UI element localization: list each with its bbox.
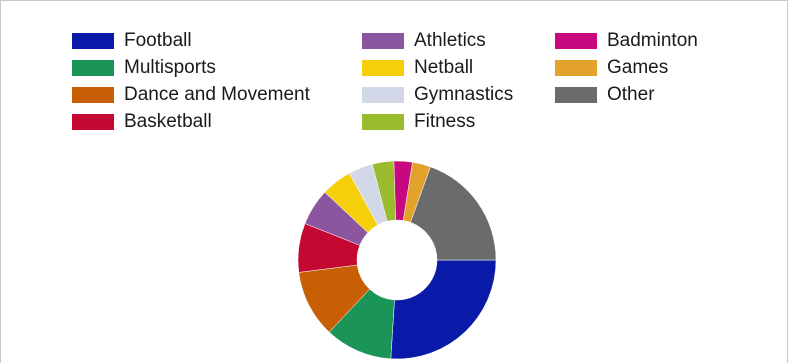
legend-label: Basketball <box>124 111 212 132</box>
legend-swatch <box>72 114 114 130</box>
legend-label: Badminton <box>607 30 698 51</box>
legend-swatch <box>362 114 404 130</box>
legend-item-athletics: Athletics <box>362 30 486 52</box>
legend-swatch <box>555 33 597 49</box>
legend-swatch <box>72 60 114 76</box>
legend-label: Gymnastics <box>414 84 514 105</box>
legend-item-gymnastics: Gymnastics <box>362 84 513 106</box>
legend-swatch <box>362 33 404 49</box>
legend-swatch <box>72 33 114 49</box>
legend-item-other: Other <box>555 84 655 106</box>
legend-item-netball: Netball <box>362 57 473 79</box>
legend-item-fitness: Fitness <box>362 111 475 133</box>
legend-label: Dance and Movement <box>124 84 310 105</box>
legend-label: Athletics <box>414 30 486 51</box>
slice-other <box>410 166 497 261</box>
legend-label: Multisports <box>124 57 216 78</box>
legend-label: Football <box>124 30 192 51</box>
legend-swatch <box>362 60 404 76</box>
legend-item-basketball: Basketball <box>72 111 212 133</box>
legend-item-football: Football <box>72 30 192 52</box>
legend-label: Games <box>607 57 669 78</box>
slice-football <box>390 259 497 360</box>
legend-swatch <box>555 87 597 103</box>
legend-item-badminton: Badminton <box>555 30 698 52</box>
legend-swatch <box>555 60 597 76</box>
legend-label: Fitness <box>414 111 476 132</box>
legend-item-dance-and-movement: Dance and Movement <box>72 84 310 106</box>
legend-label: Other <box>607 84 655 105</box>
legend-label: Netball <box>414 57 474 78</box>
legend-swatch <box>362 87 404 103</box>
legend-swatch <box>72 87 114 103</box>
legend-item-multisports: Multisports <box>72 57 216 79</box>
legend-item-games: Games <box>555 57 668 79</box>
